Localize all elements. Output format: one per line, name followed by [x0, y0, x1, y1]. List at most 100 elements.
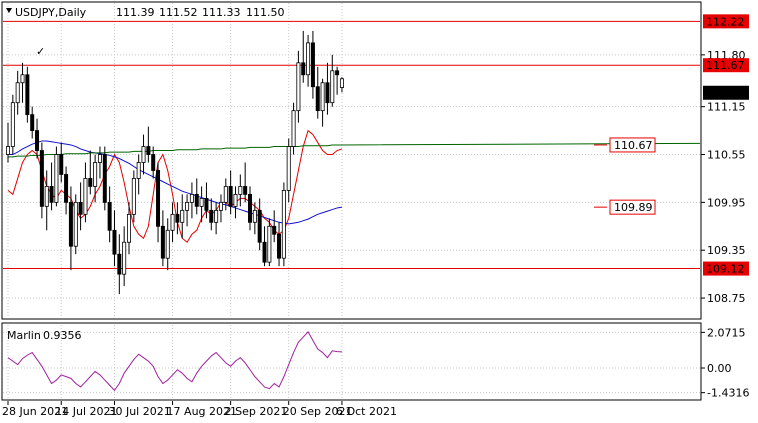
candle-body [335, 70, 340, 76]
candle-body [204, 197, 209, 211]
candle-body [320, 82, 325, 112]
level-price-box [703, 14, 749, 29]
candle-body [185, 201, 190, 211]
candle-body [330, 70, 335, 104]
indicator-tick-label: 2.0715 [707, 326, 746, 339]
candle-body [20, 74, 25, 84]
checkmark-icon: ✓ [36, 45, 45, 58]
candle-body [151, 154, 156, 171]
candle-body [88, 178, 93, 187]
level-price-label: 111.67 [706, 59, 745, 72]
candle-body [44, 186, 49, 207]
candle-body [228, 186, 233, 207]
close-value: 111.50 [246, 6, 285, 19]
price-tick-label: 109.95 [707, 196, 746, 209]
candle-body [291, 110, 296, 147]
marlin-line [7, 331, 342, 392]
level-price-label: 109.12 [706, 263, 745, 276]
candle-body [54, 154, 59, 203]
symbol-label: USDJPY,Daily [15, 6, 87, 19]
indicator-tick-label: -1.4316 [707, 387, 749, 400]
high-value: 111.52 [159, 6, 198, 19]
indicator-panel-frame [1, 322, 702, 401]
price-tick-label: 110.55 [707, 149, 746, 162]
candle-body [306, 42, 311, 76]
ma-value-label: 110.67 [614, 139, 653, 152]
candle-body [102, 154, 107, 203]
candle-body [64, 174, 69, 203]
date-label: 6 Oct 2021 [336, 405, 397, 418]
candle-body [267, 225, 272, 263]
candle-body [131, 178, 136, 215]
date-label: 20 Sep 2021 [283, 405, 353, 418]
candle-body [160, 225, 165, 259]
candle-body [209, 209, 214, 223]
candle-body [272, 225, 277, 235]
indicator-line [7, 331, 342, 392]
level-price-box [703, 261, 749, 276]
candle-body [10, 102, 15, 147]
indicator-value: 0.9356 [43, 329, 82, 342]
level-price-box [703, 58, 749, 73]
candle-body [194, 193, 199, 207]
candle-body [277, 233, 282, 259]
candle-body [301, 62, 306, 76]
axis-labels: 111.80111.15110.55109.95109.35108.752.07… [594, 14, 749, 400]
candle-body [15, 82, 20, 104]
current-price-box [703, 85, 749, 100]
collapse-triangle-icon[interactable] [6, 8, 12, 13]
price-tick-label: 109.35 [707, 244, 746, 257]
candle-body [296, 62, 301, 112]
candle-body [189, 193, 194, 203]
candle-body [97, 154, 102, 163]
candle-body [30, 114, 35, 131]
candle-body [214, 209, 219, 223]
candle-body [339, 78, 344, 88]
candle-body [49, 186, 54, 203]
candle-body [175, 213, 180, 223]
candle-body [107, 201, 112, 231]
candle-body [59, 154, 64, 175]
open-value: 111.39 [116, 6, 155, 19]
candlesticks [6, 30, 344, 295]
indicator-tick-label: 0.00 [707, 362, 732, 375]
ma-line-1 [8, 140, 343, 225]
candle-body [310, 42, 315, 88]
candle-body [39, 150, 44, 207]
candle-body [180, 209, 185, 223]
indicator-header: Marlin 0.9356 [7, 329, 82, 342]
candle-body [252, 209, 257, 223]
price-tick-label: 111.15 [707, 101, 746, 114]
candle-body [73, 201, 78, 247]
date-label: 2 Sep 2021 [225, 405, 288, 418]
candle-body [122, 241, 127, 275]
candle-body [238, 186, 243, 195]
candle-body [218, 201, 223, 211]
candle-body [136, 162, 141, 179]
ma-value-box [609, 199, 656, 215]
candle-body [93, 162, 98, 187]
candle-body [83, 178, 88, 215]
candle-body [233, 193, 238, 207]
candle-body [262, 241, 267, 263]
current-price-label: 111.50 [706, 87, 745, 100]
low-value: 111.33 [202, 6, 241, 19]
ma-value-label: 109.89 [614, 201, 653, 214]
candle-body [199, 197, 204, 207]
chart-header: USDJPY,Daily 111.39 111.52 111.33 111.50 [6, 6, 285, 19]
level-price-label: 112.22 [706, 15, 745, 28]
date-label: 17 Aug 2021 [167, 405, 237, 418]
candle-body [68, 201, 73, 247]
indicator-name: Marlin [7, 329, 41, 342]
main-panel-frame [1, 1, 702, 320]
candle-body [247, 193, 252, 223]
date-label: 14 Jul 2021 [55, 405, 117, 418]
candle-body [223, 186, 228, 203]
candle-body [315, 86, 320, 112]
date-label: 28 Jun 2021 [2, 405, 68, 418]
candle-body [281, 190, 286, 259]
date-label: 30 Jul 2021 [108, 405, 170, 418]
candle-body [146, 146, 151, 155]
